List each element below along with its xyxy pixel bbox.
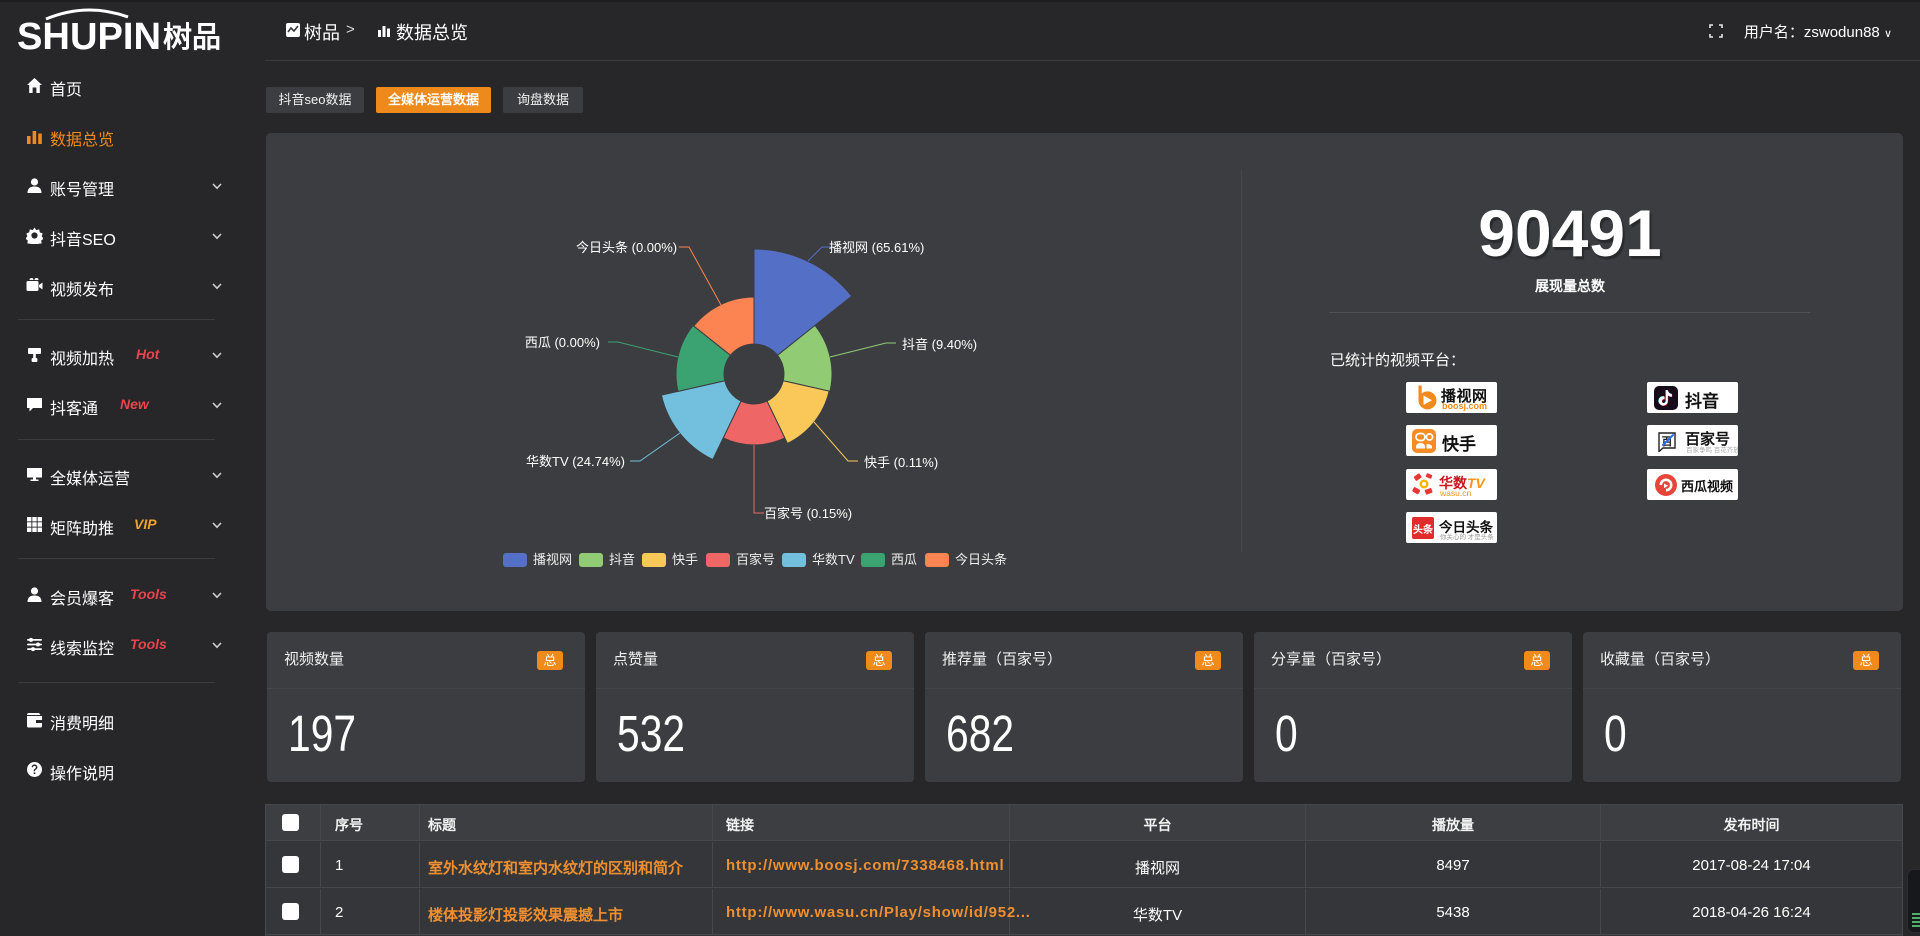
svg-text:SHUPIN: SHUPIN xyxy=(17,16,161,54)
svg-text:树品: 树品 xyxy=(163,21,221,54)
svg-text:头条: 头条 xyxy=(1413,523,1434,536)
